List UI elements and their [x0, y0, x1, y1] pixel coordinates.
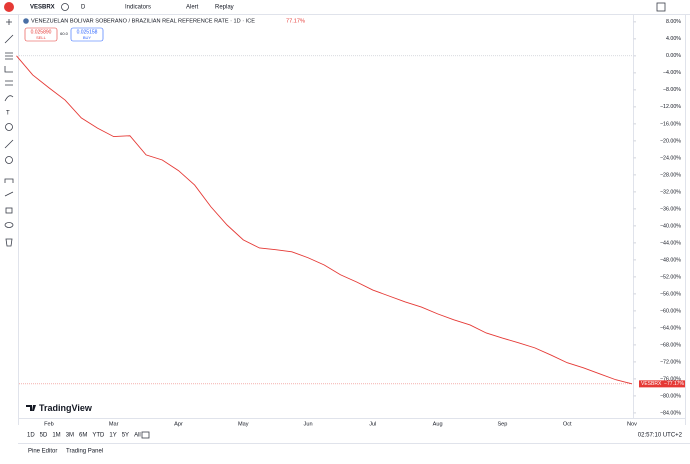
range-button[interactable]: 6M: [79, 433, 87, 439]
x-tick-label: Jun: [304, 421, 313, 427]
y-tick-label: 8.00%: [666, 19, 681, 25]
price-line: [16, 55, 633, 385]
avatar[interactable]: [4, 2, 14, 12]
y-tick-label: −72.00%: [660, 359, 681, 365]
symbol-icon: [23, 18, 29, 24]
y-tick-label: −12.00%: [660, 104, 681, 110]
date-range-button[interactable]: [141, 431, 150, 439]
sell-button[interactable]: [24, 27, 58, 42]
price-tag: [639, 380, 685, 388]
y-tick-label: 4.00%: [666, 36, 681, 42]
bottom-tab[interactable]: Trading Panel: [66, 449, 103, 455]
compare-button[interactable]: [61, 3, 69, 11]
y-tick-label: −28.00%: [660, 172, 681, 178]
lock-tool[interactable]: [5, 207, 13, 214]
crosshair-tool[interactable]: [6, 19, 12, 25]
prediction-tool[interactable]: [5, 80, 13, 86]
spread: 60.0: [60, 31, 69, 36]
y-tick-label: −84.00%: [660, 410, 681, 416]
range-button[interactable]: 3M: [66, 433, 74, 439]
alert-button[interactable]: Alert: [186, 5, 199, 11]
range-button[interactable]: 1M: [52, 433, 60, 439]
price-tag-symbol: VESBRX: [641, 381, 662, 387]
x-tick-label: May: [238, 421, 249, 427]
pattern-tool[interactable]: [4, 66, 13, 73]
buy-price: 0.025158: [77, 29, 98, 35]
plot-area: 8.00% 4.00% 0.00% −4.00% −8.00% −12.00% −16.00…: [16, 19, 685, 427]
buy-label: BUY: [83, 35, 92, 40]
range-button[interactable]: 1Y: [109, 433, 116, 439]
measure-tool[interactable]: [4, 139, 14, 149]
range-button[interactable]: 5D: [40, 433, 48, 439]
magnet-tool[interactable]: [4, 178, 14, 183]
logo-mark: [26, 405, 36, 411]
y-tick-label: −80.00%: [660, 393, 681, 399]
range-button[interactable]: All: [134, 433, 141, 439]
bottom-tab[interactable]: Pine Editor: [28, 449, 57, 455]
x-tick-label: Feb: [44, 421, 54, 427]
sell-price: 0.025890: [31, 29, 52, 35]
trendline-tool[interactable]: [4, 34, 14, 44]
y-tick-label: −4.00%: [663, 70, 681, 76]
sell-label: SELL: [36, 35, 47, 40]
x-tick-label: Jul: [369, 421, 376, 427]
hide-tool[interactable]: [4, 222, 14, 228]
fib-tool[interactable]: [5, 52, 13, 60]
text-tool[interactable]: T: [6, 111, 10, 117]
stay-drawing-tool[interactable]: [4, 191, 14, 197]
y-tick-label: −76.00%: [660, 376, 681, 382]
y-tick-label: −60.00%: [660, 308, 681, 314]
range-button[interactable]: 5Y: [122, 433, 129, 439]
layout-button[interactable]: [656, 2, 666, 12]
x-tick-label: Oct: [563, 421, 572, 427]
emoji-tool[interactable]: [5, 123, 13, 131]
top-toolbar: [0, 0, 690, 14]
x-tick-label: Aug: [433, 421, 443, 427]
y-tick-label: 0.00%: [666, 53, 681, 59]
chart-legend: VENEZUELAN BOLIVAR SOBERANO / BRAZILIAN …: [23, 18, 305, 42]
range-button[interactable]: 1D: [27, 433, 35, 439]
drawing-tools: T: [4, 19, 14, 247]
y-tick-label: −64.00%: [660, 325, 681, 331]
zoom-tool[interactable]: [5, 156, 13, 164]
range-bar: 1D 5D 1M 3M 6M YTD 1Y 5Y All: [27, 433, 141, 439]
y-tick-label: −24.00%: [660, 155, 681, 161]
range-button[interactable]: YTD: [92, 433, 105, 439]
y-tick-label: −56.00%: [660, 291, 681, 297]
replay-button[interactable]: Replay: [215, 5, 234, 11]
x-tick-label: Nov: [627, 421, 637, 427]
indicators-button[interactable]: Indicators: [125, 5, 151, 11]
y-tick-label: −16.00%: [660, 121, 681, 127]
x-tick-label: Apr: [174, 421, 183, 427]
x-tick-label: Sep: [497, 421, 507, 427]
x-tick-label: Mar: [109, 421, 119, 427]
remove-tool[interactable]: [5, 238, 13, 247]
clock: 02:57:10 UTC+2: [638, 433, 683, 439]
y-tick-label: −32.00%: [660, 189, 681, 195]
y-tick-label: −52.00%: [660, 274, 681, 280]
interval-button[interactable]: D: [81, 5, 86, 11]
y-tick-label: −8.00%: [663, 87, 681, 93]
y-tick-label: −48.00%: [660, 257, 681, 263]
y-tick-label: −20.00%: [660, 138, 681, 144]
symbol-search[interactable]: VESBRX: [30, 5, 55, 11]
legend-change: 77.17%: [286, 18, 305, 24]
legend-title: VENEZUELAN BOLIVAR SOBERANO / BRAZILIAN …: [31, 18, 255, 24]
y-tick-label: −44.00%: [660, 240, 681, 246]
y-tick-label: −68.00%: [660, 342, 681, 348]
y-tick-label: −36.00%: [660, 206, 681, 212]
logo-text: TradingView: [39, 403, 93, 413]
brush-tool[interactable]: [4, 95, 14, 102]
y-tick-label: −40.00%: [660, 223, 681, 229]
price-tag-value: −77.17%: [664, 381, 684, 387]
buy-button[interactable]: [70, 27, 104, 42]
